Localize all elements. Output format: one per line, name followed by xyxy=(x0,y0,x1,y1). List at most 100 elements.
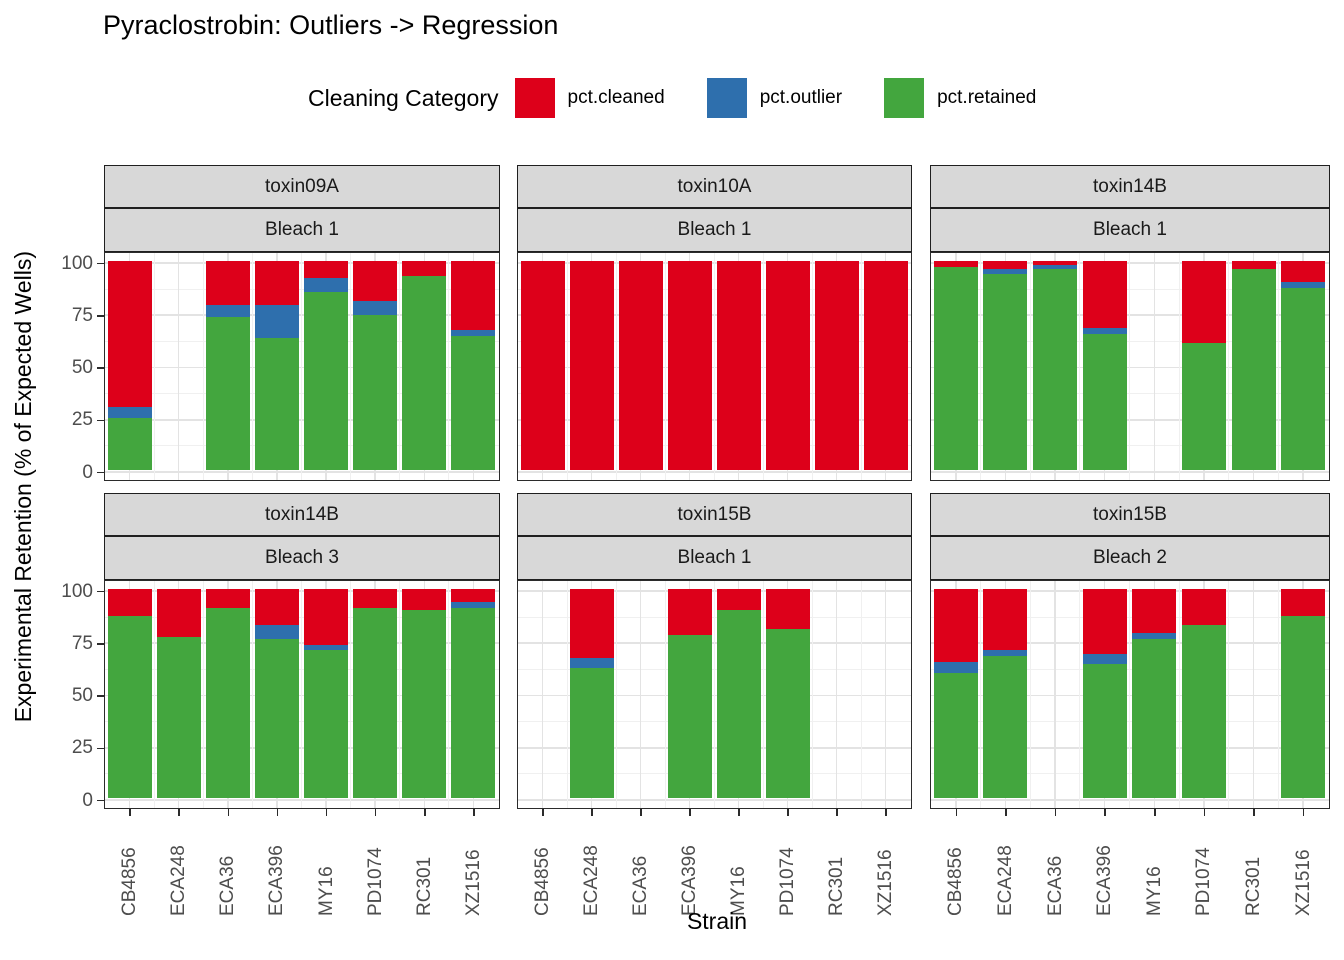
bar-segment-pct-retained xyxy=(983,273,1028,470)
bar-segment-pct-cleaned xyxy=(863,261,908,470)
bar-segment-pct-cleaned xyxy=(814,261,859,470)
bar-segment-pct-cleaned xyxy=(254,589,299,625)
gridline xyxy=(1252,581,1255,808)
gridline xyxy=(105,471,499,473)
bar-segment-pct-cleaned xyxy=(156,589,201,638)
gridline xyxy=(713,253,715,480)
facet-strip-toxin: toxin15B xyxy=(930,493,1330,536)
facet-strip-bleach: Bleach 2 xyxy=(930,536,1330,580)
facet-strip-toxin: toxin09A xyxy=(104,165,500,208)
bar-segment-pct-retained xyxy=(402,609,447,798)
bar-segment-pct-retained xyxy=(1033,269,1078,470)
bar-segment-pct-retained xyxy=(205,317,250,470)
x-tick-mark xyxy=(640,809,642,816)
gridline xyxy=(350,581,352,808)
x-tick-label: XZ1516 xyxy=(463,821,485,916)
gridline xyxy=(1054,581,1056,808)
gridline xyxy=(105,799,499,801)
gridline xyxy=(518,616,911,618)
bar-segment-pct-cleaned xyxy=(1082,589,1127,654)
gridline xyxy=(518,590,911,592)
gridline xyxy=(105,694,499,697)
y-tick-label: 50 xyxy=(71,357,93,378)
legend: Cleaning Category pct.cleaned pct.outlier… xyxy=(308,74,1078,122)
x-tick-label-text: XZ1516 xyxy=(1292,849,1314,916)
x-tick-label-text: MY16 xyxy=(728,866,749,916)
bar-segment-pct-cleaned xyxy=(716,261,761,470)
x-tick-label: MY16 xyxy=(728,821,750,916)
legend-label-pct-cleaned: pct.cleaned xyxy=(567,87,665,108)
facet-panel xyxy=(930,252,1330,481)
gridline xyxy=(1079,253,1081,480)
legend-keys: pct.cleaned pct.outlier pct.retained xyxy=(514,78,1079,118)
x-tick-label: ECA396 xyxy=(679,821,701,916)
legend-label-pct-outlier: pct.outlier xyxy=(759,87,843,108)
gridline xyxy=(664,253,666,480)
bar-segment-pct-outlier xyxy=(451,329,496,337)
gridline xyxy=(1129,581,1130,808)
bar-segment-pct-cleaned xyxy=(107,261,152,408)
bar-segment-pct-cleaned xyxy=(716,589,761,610)
y-tick-label: 0 xyxy=(82,461,93,483)
bar-segment-pct-retained xyxy=(569,668,614,798)
gridline xyxy=(931,616,1329,618)
bar-segment-pct-cleaned xyxy=(765,261,810,470)
x-tick-label: XZ1516 xyxy=(875,821,897,916)
x-tick-label: RC301 xyxy=(414,821,436,916)
x-tick-mark xyxy=(836,809,838,816)
gridline xyxy=(931,642,1329,645)
x-tick-mark xyxy=(374,809,377,816)
gridline xyxy=(105,314,499,317)
gridline xyxy=(931,262,1329,264)
y-tick-label: 25 xyxy=(71,409,93,431)
gridline xyxy=(105,418,499,421)
x-tick-mark xyxy=(473,809,475,816)
gridline xyxy=(615,581,617,808)
x-tick-label: ECA248 xyxy=(168,821,190,916)
x-tick-label-text: XZ1516 xyxy=(462,849,484,916)
x-tick-label: PD1074 xyxy=(777,821,799,916)
bar-segment-pct-outlier xyxy=(353,300,398,316)
gridline xyxy=(931,668,1329,670)
x-tick-label: ECA36 xyxy=(217,821,239,916)
bar-segment-pct-retained xyxy=(304,292,349,470)
bar-segment-pct-outlier xyxy=(1082,327,1127,335)
bar-segment-pct-retained xyxy=(1231,269,1276,470)
y-tick-label: 25 xyxy=(71,737,93,759)
gridline xyxy=(518,471,911,473)
bar-segment-pct-retained xyxy=(1132,639,1177,798)
bar-segment-pct-outlier xyxy=(107,407,152,418)
gridline xyxy=(931,799,1329,801)
bar-segment-pct-outlier xyxy=(1082,653,1127,665)
gridline xyxy=(518,288,911,290)
bar-segment-pct-cleaned xyxy=(107,589,152,617)
bar-segment-pct-cleaned xyxy=(569,589,614,658)
x-tick-label: PD1074 xyxy=(365,821,387,916)
x-tick-label-text: ECA396 xyxy=(1094,845,1116,916)
x-tick-mark xyxy=(591,809,593,816)
bar-segment-pct-cleaned xyxy=(402,261,447,276)
gridline xyxy=(105,393,499,395)
x-tick-label-text: RC301 xyxy=(826,856,847,916)
bar-segment-pct-retained xyxy=(765,628,810,798)
x-tick-label-text: RC301 xyxy=(413,856,435,916)
legend-label-pct-retained: pct.retained xyxy=(937,87,1037,108)
x-tick-mark xyxy=(1104,809,1106,816)
gridline xyxy=(177,253,180,480)
bar-segment-pct-outlier xyxy=(983,649,1028,656)
y-tick-label: 50 xyxy=(71,685,93,706)
facet-strip-toxin: toxin14B xyxy=(104,493,500,536)
y-tick-label: 75 xyxy=(71,632,93,654)
y-tick-label: 75 xyxy=(71,304,93,326)
x-tick-mark xyxy=(129,809,131,816)
y-tick-mark xyxy=(97,419,104,421)
gridline xyxy=(518,721,911,723)
facet-panel xyxy=(104,580,500,809)
x-tick-mark xyxy=(1302,809,1305,816)
x-tick-label-text: ECA396 xyxy=(679,845,700,916)
bar-segment-pct-cleaned xyxy=(1281,589,1326,617)
bar-segment-pct-retained xyxy=(716,609,761,798)
y-tick-mark xyxy=(97,799,104,802)
gridline xyxy=(518,340,911,342)
